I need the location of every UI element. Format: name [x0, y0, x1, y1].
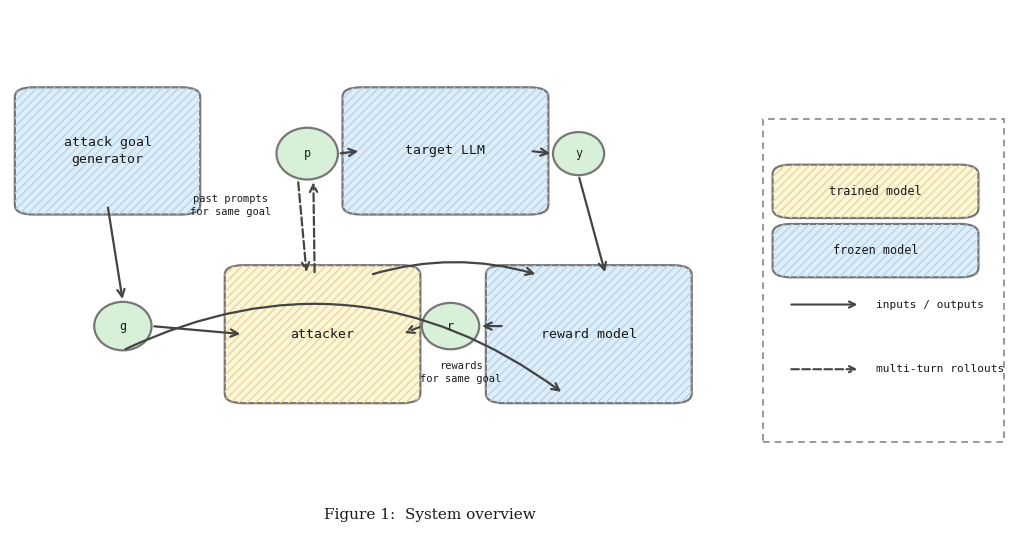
Text: frozen model: frozen model	[833, 244, 919, 257]
FancyBboxPatch shape	[15, 87, 201, 215]
FancyBboxPatch shape	[225, 265, 420, 403]
Text: rewards
for same goal: rewards for same goal	[420, 361, 502, 384]
Text: inputs / outputs: inputs / outputs	[876, 300, 983, 309]
Text: y: y	[575, 147, 582, 160]
Text: g: g	[120, 320, 126, 333]
Ellipse shape	[276, 128, 338, 179]
Text: trained model: trained model	[829, 185, 922, 198]
Bar	[763, 119, 1004, 442]
Ellipse shape	[422, 303, 479, 349]
Text: reward model: reward model	[541, 328, 637, 341]
Ellipse shape	[94, 302, 152, 350]
Text: attack goal
generator: attack goal generator	[63, 136, 152, 166]
Text: target LLM: target LLM	[406, 144, 485, 157]
FancyBboxPatch shape	[485, 265, 692, 403]
Text: r: r	[447, 320, 454, 333]
Ellipse shape	[553, 132, 604, 175]
FancyBboxPatch shape	[772, 165, 979, 218]
Text: past prompts
for same goal: past prompts for same goal	[189, 194, 271, 217]
FancyBboxPatch shape	[342, 87, 549, 215]
Text: attacker: attacker	[291, 328, 354, 341]
FancyBboxPatch shape	[772, 224, 979, 277]
Text: Figure 1:  System overview: Figure 1: System overview	[325, 508, 536, 522]
Text: multi-turn rollouts: multi-turn rollouts	[876, 364, 1004, 374]
Text: p: p	[304, 147, 310, 160]
